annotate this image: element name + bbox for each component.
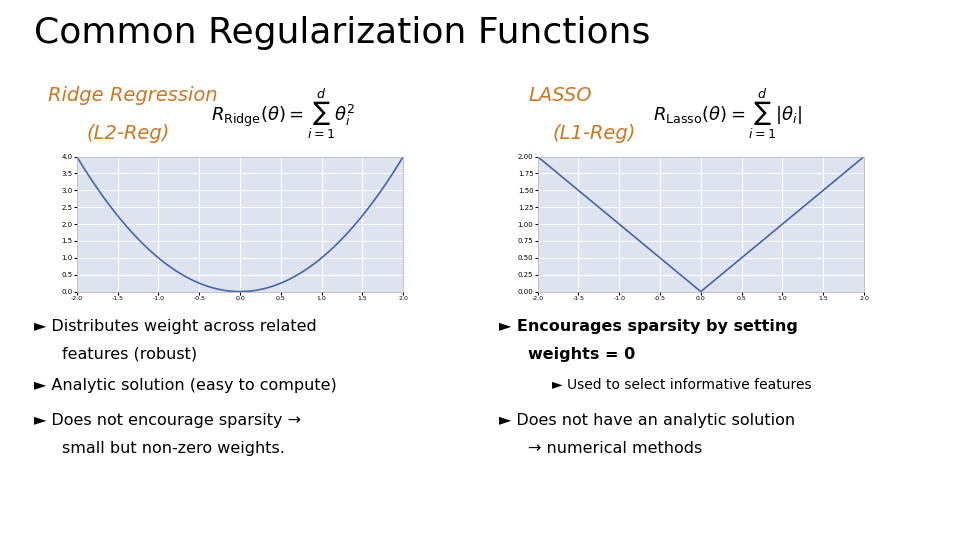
Text: $R_{\mathrm{Ridge}}(\theta) = \sum_{i=1}^{d} \theta_i^2$: $R_{\mathrm{Ridge}}(\theta) = \sum_{i=1}… — [211, 86, 355, 141]
Text: (L1-Reg): (L1-Reg) — [552, 124, 636, 143]
Text: small but non-zero weights.: small but non-zero weights. — [62, 441, 285, 456]
Text: weights = 0: weights = 0 — [528, 347, 636, 362]
Text: features (robust): features (robust) — [62, 347, 198, 362]
Text: ► Does not encourage sparsity →: ► Does not encourage sparsity → — [34, 413, 300, 428]
Text: ► Distributes weight across related: ► Distributes weight across related — [34, 319, 317, 334]
Text: Ridge Regression: Ridge Regression — [48, 86, 218, 105]
Text: ► Does not have an analytic solution: ► Does not have an analytic solution — [499, 413, 795, 428]
Text: → numerical methods: → numerical methods — [528, 441, 703, 456]
Text: ► Analytic solution (easy to compute): ► Analytic solution (easy to compute) — [34, 378, 336, 393]
Text: $R_{\mathrm{Lasso}}(\theta) = \sum_{i=1}^{d} |\theta_i|$: $R_{\mathrm{Lasso}}(\theta) = \sum_{i=1}… — [653, 86, 803, 141]
Text: ► Encourages sparsity by setting: ► Encourages sparsity by setting — [499, 319, 798, 334]
Text: ► Used to select informative features: ► Used to select informative features — [552, 378, 811, 392]
Text: (L2-Reg): (L2-Reg) — [86, 124, 170, 143]
Text: Common Regularization Functions: Common Regularization Functions — [34, 16, 650, 50]
Text: LASSO: LASSO — [528, 86, 591, 105]
